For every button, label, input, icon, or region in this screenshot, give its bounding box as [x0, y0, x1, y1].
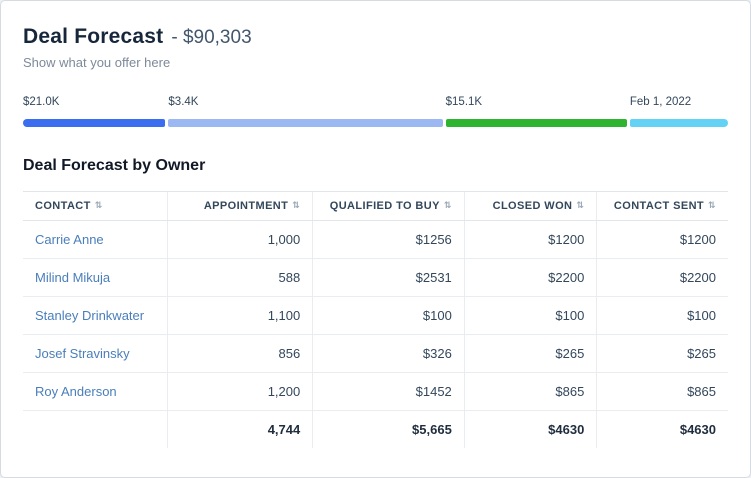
column-header-appointment[interactable]: Appointment ⇅ — [167, 191, 313, 221]
sort-icon[interactable]: ⇅ — [576, 200, 585, 210]
progress-segment-3 — [445, 119, 627, 127]
progress-segment-2 — [168, 119, 443, 127]
progress-labels: $21.0K $3.4K $15.1K Feb 1, 2022 — [23, 96, 728, 108]
page-header: Deal Forecast - $90,303 — [23, 25, 728, 49]
page-title: Deal Forecast — [23, 25, 164, 48]
progress-segment-1 — [23, 119, 166, 127]
cell-appointment: 1,000 — [167, 220, 313, 259]
deal-forecast-table: Contact ⇅ Appointment ⇅ Qualified to buy ⇅ … — [23, 191, 728, 448]
cell-closed: $1200 — [463, 220, 597, 259]
column-header-contact-sent[interactable]: Contact sent ⇅ — [596, 191, 728, 221]
total-closed: $4630 — [463, 410, 597, 448]
cell-appointment: 856 — [167, 334, 313, 373]
contact-link[interactable]: Josef Stravinsky — [35, 346, 130, 361]
column-header-closed-won[interactable]: Closed won ⇅ — [463, 191, 597, 221]
table-row: Stanley Drinkwater 1,100 $100 $100 $100 — [23, 296, 728, 335]
table-header-row: Contact ⇅ Appointment ⇅ Qualified to buy ⇅ … — [23, 191, 728, 221]
sort-icon[interactable]: ⇅ — [443, 200, 452, 210]
cell-appointment: 1,200 — [167, 372, 313, 411]
cell-closed: $2200 — [463, 258, 597, 297]
totals-row: 4,744 $5,665 $4630 $4630 — [23, 410, 728, 449]
cell-qualified: $100 — [312, 296, 465, 335]
cell-qualified: $1452 — [312, 372, 465, 411]
table-row: Carrie Anne 1,000 $1256 $1200 $1200 — [23, 220, 728, 259]
progress-label-appointment: $21.0K — [23, 96, 60, 108]
cell-appointment: 1,100 — [167, 296, 313, 335]
cell-sent: $2200 — [596, 258, 728, 297]
page-subtitle: Show what you offer here — [23, 55, 171, 70]
forecast-progress: $21.0K $3.4K $15.1K Feb 1, 2022 — [23, 96, 728, 127]
cell-sent: $100 — [596, 296, 728, 335]
table-row: Milind Mikuja 588 $2531 $2200 $2200 — [23, 258, 728, 297]
progress-label-closed: $15.1K — [445, 96, 483, 108]
cell-sent: $865 — [596, 372, 728, 411]
table-title: Deal Forecast by Owner — [23, 157, 206, 174]
cell-qualified: $326 — [312, 334, 465, 373]
total-appointment: 4,744 — [167, 410, 313, 448]
cell-sent: $265 — [596, 334, 728, 373]
cell-qualified: $1256 — [312, 220, 465, 259]
table-row: Roy Anderson 1,200 $1452 $865 $865 — [23, 372, 728, 411]
total-qualified: $5,665 — [312, 410, 465, 448]
contact-link[interactable]: Roy Anderson — [35, 384, 117, 399]
contact-link[interactable]: Milind Mikuja — [35, 270, 111, 285]
cell-closed: $100 — [463, 296, 597, 335]
sort-icon[interactable]: ⇅ — [292, 200, 301, 210]
sort-icon[interactable]: ⇅ — [708, 200, 716, 210]
table-row: Josef Stravinsky 856 $326 $265 $265 — [23, 334, 728, 373]
cell-closed: $265 — [463, 334, 597, 373]
contact-link[interactable]: Carrie Anne — [35, 232, 104, 247]
cell-closed: $865 — [463, 372, 597, 411]
sort-icon[interactable]: ⇅ — [94, 200, 103, 210]
contact-link[interactable]: Stanley Drinkwater — [35, 308, 145, 323]
progress-bar — [23, 119, 728, 127]
forecast-amount: - $90,303 — [171, 27, 252, 48]
cell-qualified: $2531 — [312, 258, 465, 297]
column-header-contact[interactable]: Contact ⇅ — [23, 191, 168, 221]
totals-empty-cell — [23, 411, 168, 449]
column-header-qualified-to-buy[interactable]: Qualified to buy ⇅ — [312, 191, 465, 221]
total-sent: $4630 — [596, 410, 728, 448]
progress-label-qualified: $3.4K — [168, 96, 199, 108]
progress-segment-4 — [629, 119, 728, 127]
cell-appointment: 588 — [167, 258, 313, 297]
cell-sent: $1200 — [596, 220, 728, 259]
progress-label-date: Feb 1, 2022 — [629, 96, 692, 108]
